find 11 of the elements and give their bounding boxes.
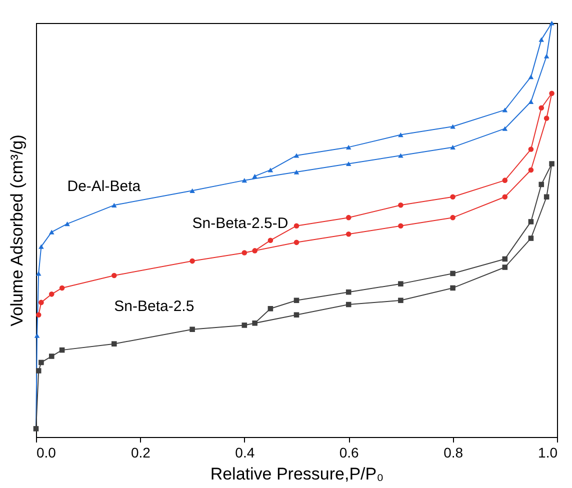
y-axis-title: Volume Adsorbed (cm³/g): [8, 134, 26, 326]
x-tick-label: 0.4: [235, 444, 255, 460]
series-label: Sn-Beta-2.5-D: [192, 215, 288, 232]
series-label: Sn-Beta-2.5: [114, 298, 194, 315]
x-tick-label: 0.6: [339, 444, 360, 460]
series-label: De-Al-Beta: [67, 178, 142, 195]
x-tick-label: 0.8: [444, 444, 464, 460]
x-tick-label: 0.0: [36, 444, 56, 460]
x-tick-label: 0.2: [130, 444, 151, 460]
x-tick-label: 1.0: [538, 444, 558, 460]
x-axis-title: Relative Pressure,P/P₀: [210, 464, 384, 484]
